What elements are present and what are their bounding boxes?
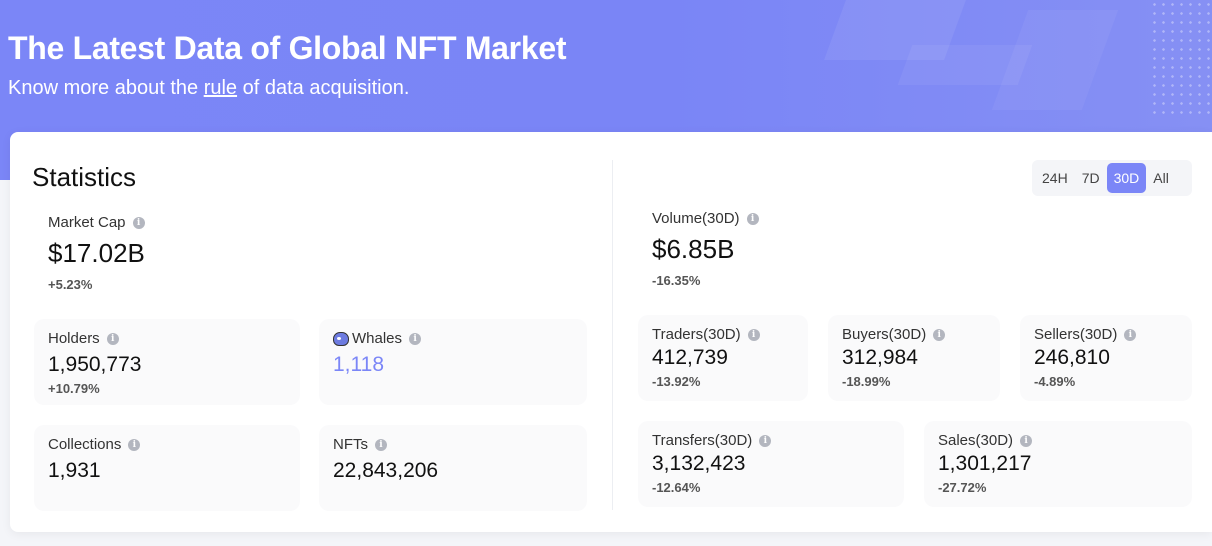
holders-change: +10.79%: [48, 381, 100, 396]
hero-decoration: [991, 10, 1119, 110]
range-button-30d[interactable]: 30D: [1106, 163, 1147, 193]
transfers-value: 3,132,423: [652, 452, 746, 475]
whales-label: Whales i: [333, 330, 587, 347]
volume-change: -16.35%: [652, 273, 701, 288]
time-range-selector: 24H 7D 30D All: [1032, 160, 1192, 196]
range-button-24h[interactable]: 24H: [1042, 170, 1068, 186]
sellers-label-text: Sellers(30D): [1034, 326, 1118, 343]
hero-dot-pattern: [1150, 0, 1212, 120]
sales-label: Sales(30D) i: [938, 432, 1192, 449]
transfers-label: Transfers(30D) i: [652, 432, 904, 449]
volume-label-text: Volume(30D): [652, 210, 740, 227]
traders-tile: Traders(30D) i 412,739 -13.92%: [638, 315, 808, 401]
collections-value: 1,931: [48, 459, 101, 482]
range-button-7d[interactable]: 7D: [1081, 170, 1100, 186]
subtitle-prefix: Know more about the: [8, 77, 204, 99]
info-icon[interactable]: i: [1124, 328, 1137, 341]
info-icon[interactable]: i: [1020, 434, 1033, 447]
info-icon[interactable]: i: [747, 328, 760, 341]
sales-change: -27.72%: [938, 480, 987, 495]
holders-value: 1,950,773: [48, 353, 142, 376]
whale-icon: [333, 331, 349, 346]
info-icon[interactable]: i: [106, 332, 119, 345]
market-cap-change: +5.23%: [48, 277, 93, 292]
buyers-value: 312,984: [842, 346, 918, 369]
nfts-tile: NFTs i 22,843,206: [319, 425, 587, 511]
traders-value: 412,739: [652, 346, 728, 369]
transfers-change: -12.64%: [652, 480, 701, 495]
sellers-label: Sellers(30D) i: [1034, 326, 1192, 343]
traders-label-text: Traders(30D): [652, 326, 741, 343]
nfts-label-text: NFTs: [333, 436, 368, 453]
transfers-tile: Transfers(30D) i 3,132,423 -12.64%: [638, 421, 904, 507]
column-divider: [612, 160, 613, 510]
sellers-tile: Sellers(30D) i 246,810 -4.89%: [1020, 315, 1192, 401]
holders-label: Holders i: [48, 330, 300, 347]
sellers-change: -4.89%: [1034, 374, 1076, 389]
statistics-card: Statistics Market Cap i $17.02B +5.23% H…: [10, 132, 1212, 532]
page-subtitle: Know more about the rule of data acquisi…: [8, 77, 409, 100]
sales-label-text: Sales(30D): [938, 432, 1014, 449]
nfts-label: NFTs i: [333, 436, 587, 453]
holders-tile: Holders i 1,950,773 +10.79%: [34, 319, 300, 405]
info-icon[interactable]: i: [132, 216, 145, 229]
volume-value: $6.85B: [652, 234, 735, 264]
info-icon[interactable]: i: [128, 438, 141, 451]
whales-value[interactable]: 1,118: [333, 353, 384, 376]
market-cap-label: Market Cap i: [48, 214, 145, 231]
market-cap-value: $17.02B: [48, 238, 145, 268]
range-button-all[interactable]: All: [1153, 170, 1169, 186]
transfers-label-text: Transfers(30D): [652, 432, 753, 449]
statistics-title: Statistics: [32, 162, 137, 192]
holders-label-text: Holders: [48, 330, 100, 347]
collections-label: Collections i: [48, 436, 300, 453]
market-cap-label-text: Market Cap: [48, 214, 126, 231]
rule-link[interactable]: rule: [203, 77, 238, 99]
buyers-label: Buyers(30D) i: [842, 326, 1000, 343]
info-icon[interactable]: i: [746, 212, 759, 225]
info-icon[interactable]: i: [409, 332, 422, 345]
whales-label-text: Whales: [352, 330, 403, 347]
sales-tile: Sales(30D) i 1,301,217 -27.72%: [924, 421, 1192, 507]
traders-change: -13.92%: [652, 374, 701, 389]
market-cap-metric: Market Cap i $17.02B +5.23%: [48, 214, 145, 292]
volume-label: Volume(30D) i: [652, 210, 759, 227]
volume-metric: Volume(30D) i $6.85B -16.35%: [652, 210, 759, 288]
subtitle-suffix: of data acquisition.: [237, 77, 410, 99]
buyers-tile: Buyers(30D) i 312,984 -18.99%: [828, 315, 1000, 401]
whales-tile[interactable]: Whales i 1,118: [319, 319, 587, 405]
sellers-value: 246,810: [1034, 346, 1110, 369]
page-title: The Latest Data of Global NFT Market: [8, 30, 567, 66]
info-icon[interactable]: i: [933, 328, 946, 341]
info-icon[interactable]: i: [759, 434, 772, 447]
info-icon[interactable]: i: [375, 438, 387, 451]
traders-label: Traders(30D) i: [652, 326, 808, 343]
collections-label-text: Collections: [48, 436, 122, 453]
collections-tile: Collections i 1,931: [34, 425, 300, 511]
nfts-value: 22,843,206: [333, 459, 439, 482]
buyers-change: -18.99%: [842, 374, 891, 389]
sales-value: 1,301,217: [938, 452, 1032, 475]
buyers-label-text: Buyers(30D): [842, 326, 927, 343]
